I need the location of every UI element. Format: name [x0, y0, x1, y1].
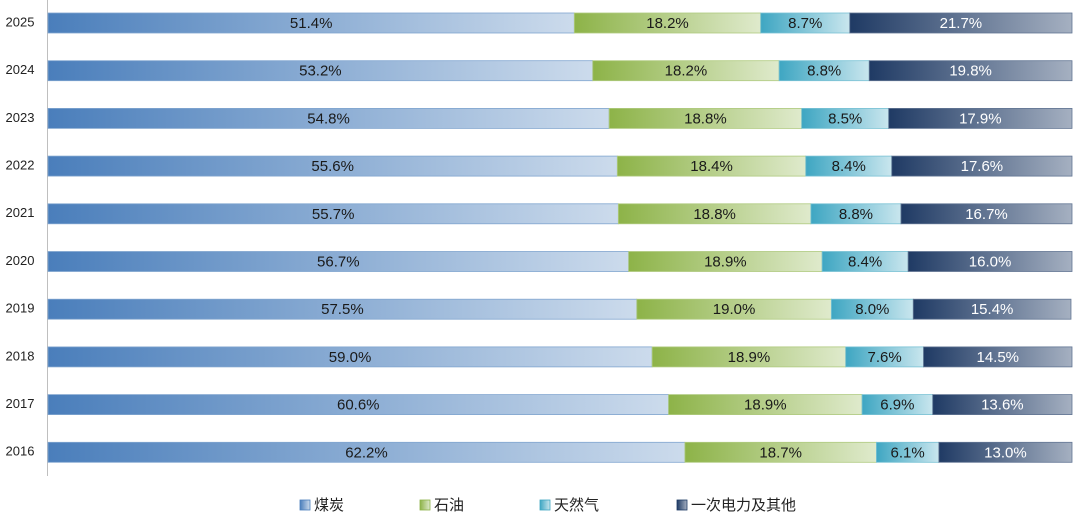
- data-label: 18.9%: [704, 253, 747, 270]
- data-label: 14.5%: [976, 349, 1019, 366]
- data-label: 19.0%: [713, 301, 756, 318]
- data-label: 57.5%: [321, 301, 364, 318]
- bar-segment: [907, 251, 1073, 272]
- data-label: 18.2%: [665, 63, 708, 80]
- data-label: 18.8%: [684, 110, 727, 127]
- data-label: 55.7%: [312, 206, 355, 223]
- data-label: 8.4%: [848, 253, 882, 270]
- data-label: 18.4%: [690, 158, 733, 175]
- data-label: 21.7%: [940, 15, 983, 32]
- data-label: 8.8%: [839, 206, 873, 223]
- data-label: 18.7%: [759, 444, 802, 461]
- data-label: 18.8%: [693, 206, 736, 223]
- legend-marker: [299, 499, 311, 511]
- data-label: 16.0%: [969, 253, 1012, 270]
- legend-label: 天然气: [554, 497, 599, 514]
- data-label: 16.7%: [965, 206, 1008, 223]
- y-tick-label: 2019: [6, 301, 35, 316]
- bar-segment: [932, 394, 1073, 416]
- data-label: 53.2%: [299, 63, 342, 80]
- data-label: 8.4%: [832, 158, 866, 175]
- data-label: 8.5%: [828, 110, 862, 127]
- legend-label: 煤炭: [314, 497, 344, 514]
- data-label: 13.0%: [984, 444, 1027, 461]
- bar-segment: [912, 298, 1072, 320]
- y-tick-label: 2024: [6, 62, 35, 77]
- data-label: 7.6%: [868, 349, 902, 366]
- legend-marker: [539, 499, 551, 511]
- bar-segment: [900, 203, 1073, 225]
- data-label: 6.9%: [880, 397, 914, 414]
- data-label: 51.4%: [290, 15, 333, 32]
- data-label: 55.6%: [311, 158, 354, 175]
- legend-marker: [676, 499, 688, 511]
- legend-marker: [419, 499, 431, 511]
- data-label: 8.8%: [807, 63, 841, 80]
- data-label: 56.7%: [317, 253, 360, 270]
- y-tick-label: 2021: [6, 205, 35, 220]
- data-label: 54.8%: [307, 110, 350, 127]
- data-label: 19.8%: [949, 63, 992, 80]
- y-tick-label: 2016: [6, 444, 35, 459]
- y-tick-label: 2020: [6, 253, 35, 268]
- y-tick-label: 2025: [6, 14, 35, 29]
- bar-segment: [938, 441, 1073, 463]
- data-label: 59.0%: [329, 349, 372, 366]
- data-label: 6.1%: [891, 444, 925, 461]
- legend-label: 一次电力及其他: [691, 497, 796, 514]
- data-label: 8.7%: [788, 15, 822, 32]
- data-label: 18.9%: [728, 349, 771, 366]
- bar-segment: [923, 346, 1073, 368]
- y-tick-label: 2023: [6, 110, 35, 125]
- data-label: 17.6%: [961, 158, 1004, 175]
- bar-segment: [891, 155, 1073, 177]
- bar-segment: [888, 108, 1073, 129]
- y-tick-label: 2017: [6, 396, 35, 411]
- bar-segment: [868, 60, 1073, 82]
- y-tick-label: 2022: [6, 158, 35, 173]
- legend-label: 石油: [434, 497, 464, 514]
- y-tick-label: 2018: [6, 348, 35, 363]
- data-label: 8.0%: [855, 301, 889, 318]
- data-label: 13.6%: [981, 397, 1024, 414]
- bar-segment: [849, 12, 1073, 34]
- data-label: 60.6%: [337, 397, 380, 414]
- data-label: 17.9%: [959, 110, 1002, 127]
- data-label: 18.9%: [744, 397, 787, 414]
- data-label: 62.2%: [345, 444, 388, 461]
- data-label: 18.2%: [646, 15, 689, 32]
- data-label: 15.4%: [971, 301, 1014, 318]
